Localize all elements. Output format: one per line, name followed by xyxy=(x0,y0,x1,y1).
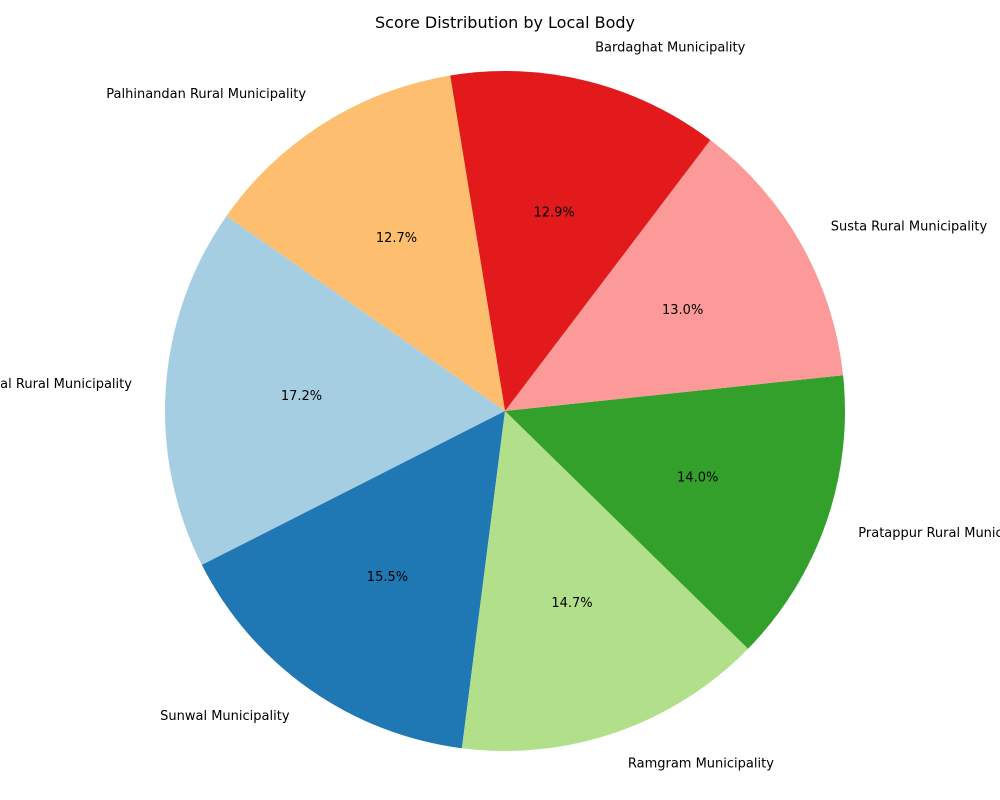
slice-percent-bardaghat-municipality: 12.9% xyxy=(533,206,574,221)
pie-slice-sarawal-rural-municipality xyxy=(165,215,506,565)
slice-label-bardaghat-municipality: Bardaghat Municipality xyxy=(595,41,746,56)
slice-percent-ramgram-municipality: 14.7% xyxy=(551,596,592,611)
pie-slice-bardaghat-municipality xyxy=(450,70,711,411)
slice-label-susta-rural-municipality: Susta Rural Municipality xyxy=(831,220,988,235)
slice-percent-pratappur-rural-municipality: 14.0% xyxy=(677,470,718,485)
slice-label-ramgram-municipality: Ramgram Municipality xyxy=(628,757,774,772)
chart-title: Score Distribution by Local Body xyxy=(375,13,635,32)
slice-percent-sarawal-rural-municipality: 17.2% xyxy=(281,389,322,404)
slice-label-palhinandan-rural-municipality: Palhinandan Rural Municipality xyxy=(106,87,306,102)
pie-slice-sunwal-municipality xyxy=(201,411,505,749)
slice-labels: Sarawal Rural Municipality Sunwal Municip… xyxy=(0,41,1000,772)
percent-labels: 17.2% 15.5% 14.7% 14.0% 13.0% 12.9% 12.7% xyxy=(281,206,719,612)
slice-percent-susta-rural-municipality: 13.0% xyxy=(662,303,703,318)
slice-label-sunwal-municipality: Sunwal Municipality xyxy=(160,709,290,724)
slice-percent-palhinandan-rural-municipality: 12.7% xyxy=(376,231,417,246)
slice-label-pratappur-rural-municipality: Pratappur Rural Municipality xyxy=(858,526,1000,541)
slice-percent-sunwal-municipality: 15.5% xyxy=(367,570,408,585)
slice-label-sarawal-rural-municipality: Sarawal Rural Municipality xyxy=(0,377,132,392)
pie-slices xyxy=(165,70,845,751)
pie-slice-pratappur-rural-municipality xyxy=(505,375,845,649)
pie-slice-ramgram-municipality xyxy=(461,411,749,751)
pie-slice-susta-rural-municipality xyxy=(505,140,844,411)
pie-slice-palhinandan-rural-municipality xyxy=(226,75,505,412)
